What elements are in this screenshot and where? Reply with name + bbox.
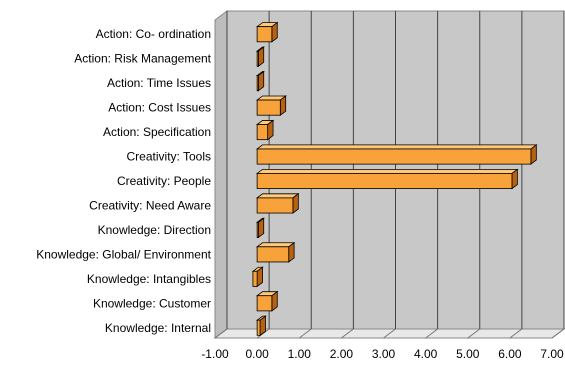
category-label: Knowledge: Internal <box>105 321 211 335</box>
category-label: Action: Cost Issues <box>108 101 211 115</box>
bars <box>251 21 538 337</box>
bar <box>255 193 300 214</box>
bar-top <box>255 144 538 150</box>
category-label: Action: Risk Management <box>74 52 211 66</box>
category-label: Creativity: People <box>117 174 211 188</box>
bar-front <box>256 50 259 67</box>
bar-top <box>255 168 519 174</box>
floor-gridline <box>298 328 312 339</box>
bar-front <box>256 221 259 238</box>
tick-label: 3.00 <box>372 347 396 361</box>
bar-front <box>256 75 259 92</box>
category-label: Creativity: Tools <box>127 150 211 164</box>
bar-front <box>256 246 290 263</box>
bar-front <box>256 99 281 116</box>
bar <box>255 144 538 165</box>
bar <box>255 217 265 239</box>
category-label: Knowledge: Global/ Environment <box>36 247 211 261</box>
category-label: Knowledge: Customer <box>93 296 211 310</box>
bar <box>251 266 264 288</box>
bar-front <box>256 197 294 214</box>
tick-label: 4.00 <box>414 347 438 361</box>
floor-gridline <box>425 328 438 339</box>
floor-gridline <box>214 328 228 339</box>
bar <box>255 241 296 263</box>
bar <box>255 70 265 92</box>
bar-front <box>252 270 258 287</box>
bar-front <box>256 148 532 165</box>
floor-gridline <box>551 328 565 339</box>
bar-front <box>256 124 269 141</box>
bar <box>255 168 519 190</box>
category-label: Creativity: Need Aware <box>89 198 211 212</box>
floor-gridline <box>341 328 354 339</box>
floor-gridline <box>383 328 396 339</box>
bar <box>255 21 279 43</box>
bar-top <box>255 193 300 199</box>
category-label: Action: Time Issues <box>107 76 211 90</box>
tick-label: -1.00 <box>201 347 229 361</box>
bar <box>255 95 287 116</box>
bar-front <box>256 295 273 312</box>
tick-label: 0.00 <box>245 347 269 361</box>
bar <box>255 46 265 68</box>
bar <box>255 315 267 337</box>
category-label: Action: Specification <box>103 125 211 139</box>
plot-side-wall <box>214 10 228 339</box>
bar-top <box>255 242 296 248</box>
bar-front <box>256 319 261 336</box>
value-axis: -1.00 0.00 1.00 2.00 3.00 4.00 5.00 6.00 7.00 <box>201 347 564 361</box>
category-label: Action: Co- ordination <box>96 27 211 41</box>
floor-gridline <box>509 328 523 339</box>
tick-label: 5.00 <box>456 347 480 361</box>
floor-gridline <box>467 328 481 339</box>
bar <box>255 119 275 141</box>
tick-label: 1.00 <box>288 347 312 361</box>
category-label: Knowledge: Direction <box>98 223 211 237</box>
category-label: Knowledge: Intangibles <box>87 272 211 286</box>
tick-label: 2.00 <box>330 347 354 361</box>
bar-front <box>256 173 513 189</box>
category-axis: Action: Co- ordination Action: Risk Manag… <box>36 27 211 335</box>
tick-label: 6.00 <box>498 347 522 361</box>
bar-front <box>256 26 273 43</box>
tick-label: 7.00 <box>540 347 564 361</box>
bar <box>255 290 279 312</box>
